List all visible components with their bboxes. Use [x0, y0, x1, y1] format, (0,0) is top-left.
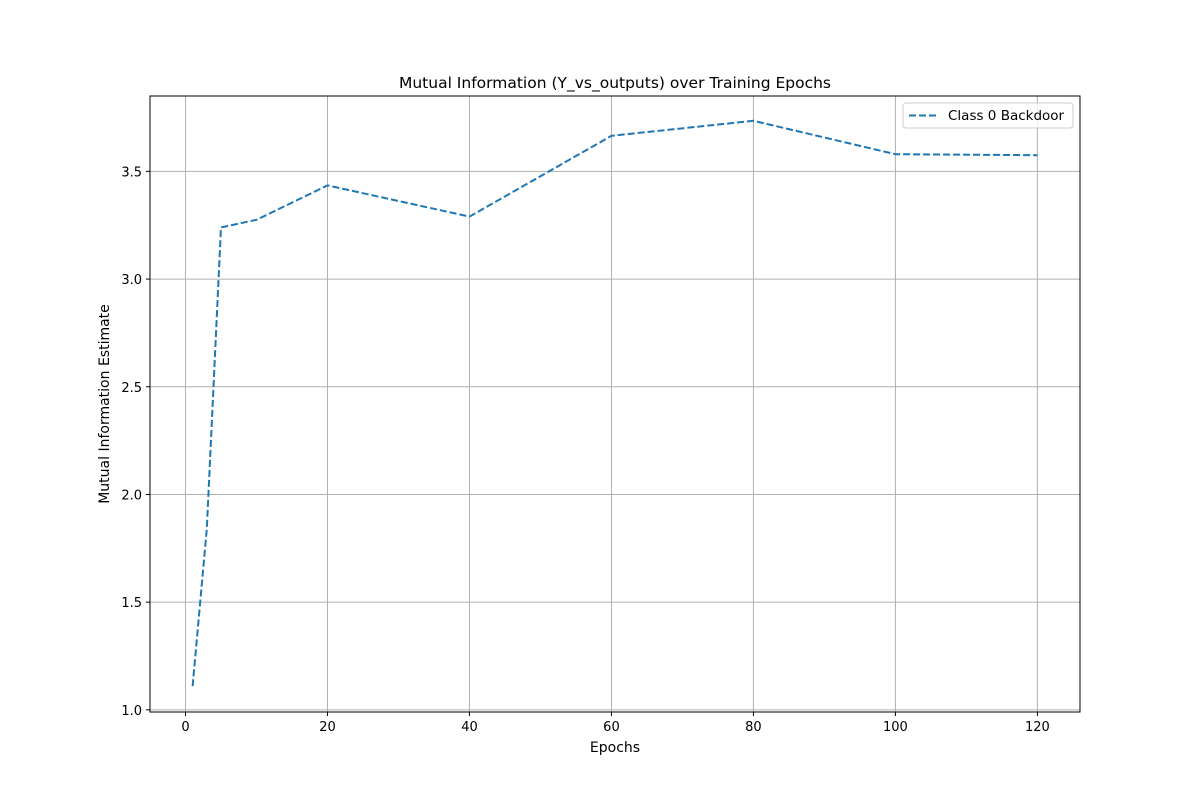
x-tick-label: 60: [603, 720, 620, 735]
y-tick-label: 2.0: [121, 488, 142, 503]
x-tick-label: 80: [745, 720, 762, 735]
chart-title: Mutual Information (Y_vs_outputs) over T…: [399, 74, 831, 93]
legend: Class 0 Backdoor: [903, 103, 1073, 128]
plot-area-frame: [150, 96, 1080, 712]
y-axis-label: Mutual Information Estimate: [97, 304, 113, 504]
series-layer: [193, 121, 1038, 686]
x-tick-label: 20: [319, 720, 336, 735]
series-line: [193, 121, 1038, 686]
x-tick-label: 100: [883, 720, 908, 735]
y-tick-label: 3.5: [121, 165, 142, 180]
x-axis-label: Epochs: [590, 740, 640, 756]
x-tick-label: 120: [1025, 720, 1050, 735]
x-tick-label: 0: [181, 720, 189, 735]
x-tick-label: 40: [461, 720, 478, 735]
y-axis-ticks: 1.0 1.5 2.0 2.5 3.0 3.5: [121, 165, 150, 718]
grid-lines: [150, 96, 1080, 712]
y-tick-label: 1.0: [121, 704, 142, 719]
legend-label: Class 0 Backdoor: [948, 108, 1065, 124]
y-tick-label: 3.0: [121, 273, 142, 288]
y-tick-label: 2.5: [121, 381, 142, 396]
x-axis-ticks: 0 20 40 60 80 100 120: [181, 712, 1049, 735]
y-tick-label: 1.5: [121, 596, 142, 611]
